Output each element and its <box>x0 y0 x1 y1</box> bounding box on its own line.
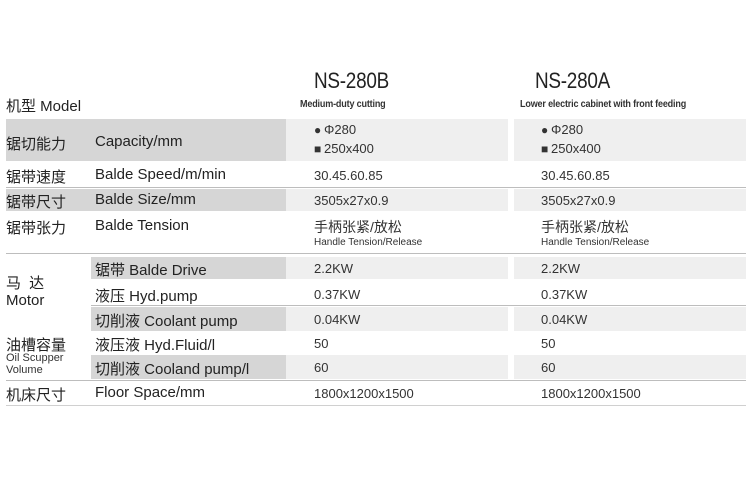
model-b-cooland: 60 <box>314 360 329 375</box>
capacity-row: 锯切能力 Capacity/mm ● Φ280 ■ 250x400 ● Φ280 ■ 2… <box>6 119 746 161</box>
model-a-capacity-round: ● Φ280 <box>541 122 584 137</box>
floor-label-cn: 机床尺寸 <box>6 387 67 404</box>
speed-row: 锯带速度 Balde Speed/m/min 30.45.60.85 30.45… <box>6 164 746 186</box>
capacity-label-en: Capacity/mm <box>95 133 183 150</box>
model-b-title: NS-280B <box>314 68 389 93</box>
motor-label-cn: 马 达 <box>6 275 47 292</box>
model-b-subtitle: Medium-duty cutting <box>300 98 386 110</box>
model-a-tension-cn: 手柄张紧/放松 <box>541 219 629 235</box>
model-a-speed: 30.45.60.85 <box>541 168 610 183</box>
speed-label-cn: 锯带速度 <box>6 169 67 186</box>
model-a-floor: 1800x1200x1500 <box>541 386 641 401</box>
model-a-size: 3505x27x0.9 <box>541 193 616 208</box>
model-b-size: 3505x27x0.9 <box>314 193 389 208</box>
model-b-coolant: 0.04KW <box>314 312 361 327</box>
model-b-tension-cn: 手柄张紧/放松 <box>314 219 402 235</box>
filled-circle-icon: ● <box>541 123 549 137</box>
model-a-coolant: 0.04KW <box>541 312 588 327</box>
size-label-cn: 锯带尺寸 <box>6 194 67 211</box>
pump-label: 液压 Hyd.pump <box>95 288 198 305</box>
size-row: 锯带尺寸 Balde Size/mm 3505x27x0.9 3505x27x0… <box>6 189 746 211</box>
oil-label-en1: Oil Scupper <box>6 352 64 364</box>
model-a-title: NS-280A <box>535 68 610 93</box>
drive-label: 锯带 Balde Drive <box>95 262 207 279</box>
coolant-label: 切削液 Coolant pump <box>95 313 238 330</box>
size-label-en: Balde Size/mm <box>95 191 196 208</box>
filled-square-icon: ■ <box>314 142 322 156</box>
cooland-row: 切削液 Cooland pump/l 60 60 <box>6 355 746 379</box>
model-b-pump: 0.37KW <box>314 287 361 302</box>
tension-row: 锯带张力 Balde Tension 手柄张紧/放松 Handle Tensio… <box>6 214 746 252</box>
model-a-cooland: 60 <box>541 360 556 375</box>
floor-row: 机床尺寸 Floor Space/mm 1800x1200x1500 1800x… <box>6 382 746 404</box>
model-a-capacity-rect: ■ 250x400 <box>541 141 601 156</box>
model-b-floor: 1800x1200x1500 <box>314 386 414 401</box>
pump-row: 液压 Hyd.pump 0.37KW 0.37KW <box>6 283 746 305</box>
tension-label-cn: 锯带张力 <box>6 220 67 237</box>
model-b-fluid: 50 <box>314 336 329 351</box>
model-b-capacity-rect: ■ 250x400 <box>314 141 374 156</box>
floor-label-en: Floor Space/mm <box>95 384 206 401</box>
model-b-capacity-round: ● Φ280 <box>314 122 357 137</box>
model-b-drive: 2.2KW <box>314 261 354 276</box>
drive-row: 锯带 Balde Drive 2.2KW 2.2KW <box>6 257 746 279</box>
model-b-tension-en: Handle Tension/Release <box>314 237 423 248</box>
filled-square-icon: ■ <box>541 142 549 156</box>
oil-label-cn: 油槽容量 <box>6 337 67 354</box>
model-b-speed: 30.45.60.85 <box>314 168 383 183</box>
motor-label-en: Motor <box>6 292 45 309</box>
model-a-fluid: 50 <box>541 336 556 351</box>
tension-label-en: Balde Tension <box>95 217 189 234</box>
model-a-drive: 2.2KW <box>541 261 581 276</box>
speed-label-en: Balde Speed/m/min <box>95 166 226 183</box>
model-label: 机型 Model <box>6 98 82 115</box>
filled-circle-icon: ● <box>314 123 322 137</box>
model-a-subtitle: Lower electric cabinet with front feedin… <box>520 98 687 110</box>
capacity-label-cn: 锯切能力 <box>6 136 67 153</box>
model-a-tension-en: Handle Tension/Release <box>541 237 650 248</box>
cooland-label: 切削液 Cooland pump/l <box>95 361 250 378</box>
model-a-pump: 0.37KW <box>541 287 588 302</box>
coolant-row: 切削液 Coolant pump 0.04KW 0.04KW <box>6 307 746 331</box>
fluid-label: 液压液 Hyd.Fluid/l <box>95 337 216 354</box>
fluid-row: 液压液 Hyd.Fluid/l 50 50 <box>6 333 746 354</box>
oil-label-en2: Volume <box>6 364 43 376</box>
